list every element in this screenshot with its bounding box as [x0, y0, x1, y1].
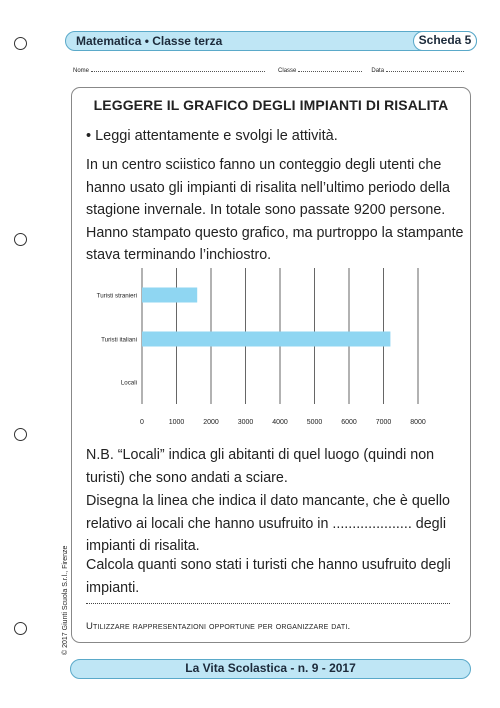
x-tick-label: 6000 [341, 419, 357, 426]
binder-hole-3 [14, 428, 27, 441]
copyright-text: © 2017 Giunti Scuola S.r.l., Firenze [62, 545, 69, 655]
nb-paragraph: N.B. “Locali” indica gli abitanti di que… [86, 447, 435, 486]
x-tick-label: 8000 [410, 419, 426, 426]
footer-bar: La Vita Scolastica - n. 9 - 2017 [70, 659, 471, 679]
bar-turisti-stranieri [142, 287, 198, 303]
x-tick-label: 4000 [272, 419, 288, 426]
classe-field[interactable] [298, 67, 363, 72]
chart-svg: 0 1000 2000 3000 4000 5000 6000 7000 8000 Turisti… [97, 268, 426, 426]
x-tick-label: 5000 [307, 419, 323, 426]
header-bar: Matematica • Classe terza Scheda 5 [65, 30, 477, 51]
category-label: Locali [121, 380, 137, 387]
bar-turisti-italiani [142, 331, 391, 347]
subject-label: Matematica • Classe terza [76, 34, 223, 48]
category-label: Turisti stranieri [97, 293, 137, 300]
x-tick-label: 0 [140, 419, 144, 426]
task2-paragraph: Calcola quanti sono stati i turisti che … [86, 557, 451, 596]
category-label: Turisti italiani [101, 337, 137, 344]
page-title: LEGGERE IL GRAFICO DEGLI IMPIANTI DI RIS… [93, 97, 449, 113]
data-field[interactable] [385, 67, 464, 72]
binder-hole-1 [14, 37, 27, 50]
x-tick-label: 2000 [203, 419, 219, 426]
binder-hole-2 [14, 233, 27, 246]
bar-chart: 0 1000 2000 3000 4000 5000 6000 7000 8000 Turisti… [80, 262, 440, 432]
answer-line[interactable] [86, 603, 450, 604]
content-card [71, 87, 471, 643]
footnote: Utilizzare rappresentazioni opportune pe… [86, 621, 351, 632]
x-tick-label: 1000 [169, 419, 185, 426]
task1-paragraph: Disegna la linea che indica il dato manc… [86, 493, 451, 554]
instruction-text: • Leggi attentamente e svolgi le attivit… [86, 128, 338, 144]
binder-hole-4 [14, 622, 27, 635]
x-tick-label: 7000 [376, 419, 392, 426]
nome-field[interactable] [90, 67, 265, 72]
x-tick-label: 3000 [238, 419, 254, 426]
scheda-label: Scheda 5 [413, 30, 477, 51]
classe-label: Classe [278, 68, 297, 74]
student-fields: Nome Classe Data [73, 67, 473, 74]
intro-paragraph: In un centro sciistico fanno un conteggi… [86, 157, 464, 263]
data-label: Data [371, 68, 385, 74]
nome-label: Nome [73, 68, 90, 74]
